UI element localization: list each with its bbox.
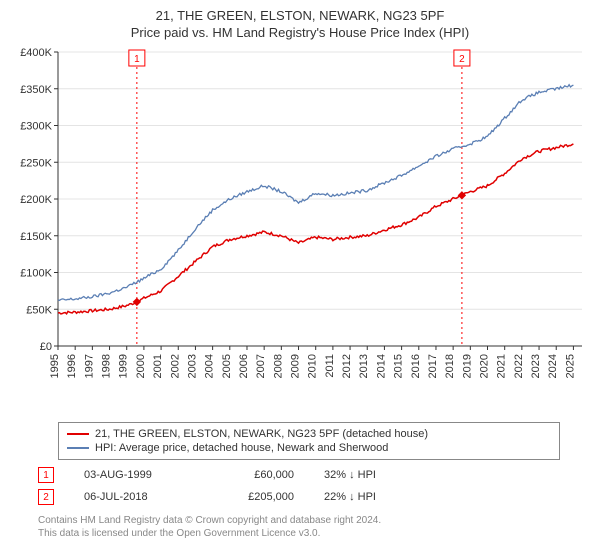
svg-text:£400K: £400K <box>20 47 52 59</box>
svg-text:2019: 2019 <box>461 354 473 378</box>
marker-price: £60,000 <box>224 469 294 481</box>
marker-pct: 32% ↓ HPI <box>324 469 414 481</box>
svg-text:2: 2 <box>459 54 465 65</box>
license-text: Contains HM Land Registry data © Crown c… <box>38 514 560 540</box>
svg-text:£200K: £200K <box>20 194 52 206</box>
svg-text:2001: 2001 <box>152 354 164 378</box>
license-line: Contains HM Land Registry data © Crown c… <box>38 515 381 526</box>
legend-swatch <box>67 433 89 435</box>
svg-text:£0: £0 <box>40 341 52 353</box>
svg-text:2017: 2017 <box>427 354 439 378</box>
page-subtitle: Price paid vs. HM Land Registry's House … <box>10 25 590 40</box>
svg-text:2005: 2005 <box>221 354 233 378</box>
marker-badge: 2 <box>38 489 54 505</box>
svg-text:1995: 1995 <box>49 354 61 378</box>
marker-badge: 1 <box>38 467 54 483</box>
svg-text:1998: 1998 <box>101 354 113 378</box>
legend-label: HPI: Average price, detached house, Newa… <box>95 442 388 454</box>
marker-pct: 22% ↓ HPI <box>324 491 414 503</box>
license-line: This data is licensed under the Open Gov… <box>38 528 320 539</box>
marker-table: 1 03-AUG-1999 £60,000 32% ↓ HPI 2 06-JUL… <box>38 464 560 508</box>
svg-text:2008: 2008 <box>272 354 284 378</box>
marker-date: 06-JUL-2018 <box>84 491 194 503</box>
svg-text:£250K: £250K <box>20 157 52 169</box>
svg-text:2015: 2015 <box>393 354 405 378</box>
marker-date: 03-AUG-1999 <box>84 469 194 481</box>
svg-text:2000: 2000 <box>135 354 147 378</box>
chart-svg: £0 £50K £100K £150K £200K £250K £300K £350K £400… <box>10 46 590 416</box>
marker-row: 1 03-AUG-1999 £60,000 32% ↓ HPI <box>38 464 560 486</box>
page-title: 21, THE GREEN, ELSTON, NEWARK, NG23 5PF <box>10 8 590 23</box>
svg-text:2014: 2014 <box>375 354 387 378</box>
svg-text:2016: 2016 <box>410 354 422 378</box>
svg-text:2023: 2023 <box>530 354 542 378</box>
marker-row: 2 06-JUL-2018 £205,000 22% ↓ HPI <box>38 486 560 508</box>
svg-text:2020: 2020 <box>479 354 491 378</box>
svg-text:2024: 2024 <box>547 354 559 378</box>
svg-text:1997: 1997 <box>83 354 95 378</box>
legend-item: 21, THE GREEN, ELSTON, NEWARK, NG23 5PF … <box>67 427 551 441</box>
svg-text:2025: 2025 <box>564 354 576 378</box>
svg-text:1996: 1996 <box>66 354 78 378</box>
svg-text:£100K: £100K <box>20 268 52 280</box>
svg-text:2013: 2013 <box>358 354 370 378</box>
svg-text:2004: 2004 <box>204 354 216 378</box>
legend-label: 21, THE GREEN, ELSTON, NEWARK, NG23 5PF … <box>95 428 428 440</box>
svg-text:2018: 2018 <box>444 354 456 378</box>
legend-swatch <box>67 447 89 449</box>
svg-text:1999: 1999 <box>118 354 130 378</box>
svg-text:2021: 2021 <box>496 354 508 378</box>
svg-text:£300K: £300K <box>20 121 52 133</box>
svg-text:2010: 2010 <box>307 354 319 378</box>
svg-text:2007: 2007 <box>255 354 267 378</box>
svg-text:£50K: £50K <box>26 304 52 316</box>
svg-text:1: 1 <box>134 54 140 65</box>
legend: 21, THE GREEN, ELSTON, NEWARK, NG23 5PF … <box>58 422 560 460</box>
svg-text:£150K: £150K <box>20 231 52 243</box>
legend-item: HPI: Average price, detached house, Newa… <box>67 441 551 455</box>
svg-text:2011: 2011 <box>324 354 336 378</box>
chart: £0 £50K £100K £150K £200K £250K £300K £350K £400… <box>10 46 590 416</box>
svg-text:£350K: £350K <box>20 84 52 96</box>
svg-text:2022: 2022 <box>513 354 525 378</box>
svg-text:2002: 2002 <box>169 354 181 378</box>
svg-text:2003: 2003 <box>186 354 198 378</box>
marker-price: £205,000 <box>224 491 294 503</box>
svg-text:2009: 2009 <box>290 354 302 378</box>
svg-text:2006: 2006 <box>238 354 250 378</box>
svg-text:2012: 2012 <box>341 354 353 378</box>
